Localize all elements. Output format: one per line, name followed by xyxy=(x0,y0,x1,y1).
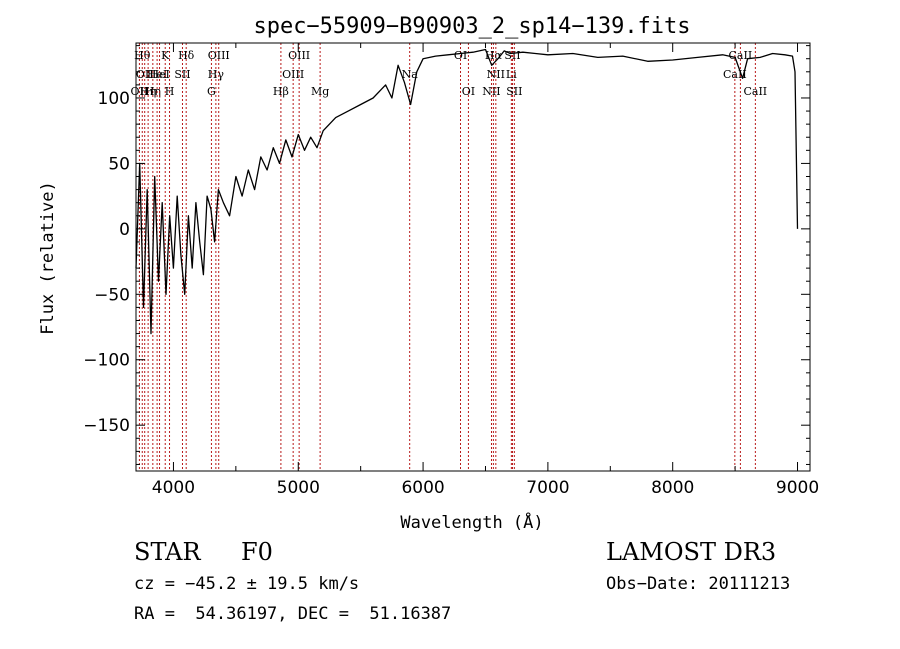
spectral-line-label: OIII xyxy=(288,49,310,62)
y-tick-label: −50 xyxy=(94,285,130,305)
spectral-line-label: HeI xyxy=(147,68,167,81)
x-tick-label: 5000 xyxy=(277,478,320,498)
y-axis-label: Flux (relative) xyxy=(38,181,58,335)
spectral-line-label: OI xyxy=(454,49,467,62)
x-tick-label: 9000 xyxy=(776,478,819,498)
object-class: STAR xyxy=(134,538,201,566)
series-group xyxy=(135,48,799,335)
line-markers: OIIHθOIIHηHηHeIHeIKHSIIHδGHγOIIIHβOIIIOI… xyxy=(131,43,767,471)
survey-name: LAMOST DR3 xyxy=(606,538,777,566)
x-tick-label: 7000 xyxy=(526,478,569,498)
spectral-line-label: G xyxy=(207,85,216,98)
spectral-line-label: Na xyxy=(402,68,419,81)
spectral-line-label: CaII xyxy=(729,49,753,62)
chart-title: spec−55909−B90903_2_sp14−139.fits xyxy=(253,14,690,39)
spectral-line-label: SII xyxy=(174,68,190,81)
spectral-line-label: Hδ xyxy=(178,49,195,62)
spectral-line-label: CaII xyxy=(743,85,767,98)
object-subclass: F0 xyxy=(241,538,273,566)
spectral-line-label: HeI xyxy=(149,68,169,81)
axis-ticks: 4000 5000 6000 7000 8000 9000 −150 −100 −50 0 50 10… xyxy=(83,43,819,498)
spectral-line-label: H xyxy=(165,85,175,98)
y-tick-label: 50 xyxy=(108,154,130,174)
y-tick-label: −100 xyxy=(83,351,130,371)
spectral-line-label: Hη xyxy=(140,85,156,98)
spectral-line-label: OII xyxy=(131,85,149,98)
redshift-cz: cz = −45.2 ± 19.5 km/s xyxy=(134,574,360,594)
spectral-line-label: OIII xyxy=(208,49,230,62)
x-tick-label: 4000 xyxy=(152,478,195,498)
y-tick-label: −150 xyxy=(83,416,130,436)
spectral-line-label: SII xyxy=(504,49,520,62)
spectral-line-label: NII xyxy=(487,68,505,81)
spectral-line-label: Hγ xyxy=(208,68,225,81)
spectral-line-label: K xyxy=(161,49,170,62)
sky-coordinates: RA = 54.36197, DEC = 51.16387 xyxy=(134,604,452,624)
flux-series-line xyxy=(135,48,799,335)
spectral-line-label: OI xyxy=(462,85,475,98)
spectral-line-label: Mg xyxy=(311,85,329,98)
spectral-line-label: Hβ xyxy=(273,85,289,98)
spectral-line-label: SII xyxy=(506,85,522,98)
spectral-line-label: NII xyxy=(482,85,500,98)
y-tick-label: 0 xyxy=(119,220,130,240)
spectral-line-label: OIII xyxy=(282,68,304,81)
x-tick-label: 8000 xyxy=(651,478,694,498)
x-axis-label: Wavelength (Å) xyxy=(400,511,543,533)
plot-frame xyxy=(135,42,811,472)
x-tick-label: 6000 xyxy=(401,478,444,498)
spectral-line-label: Hη xyxy=(145,85,161,98)
y-tick-label: 100 xyxy=(98,89,130,109)
spectral-line-label: Li xyxy=(506,68,517,81)
observation-date: Obs−Date: 20111213 xyxy=(606,574,791,594)
spectral-line-label: OII xyxy=(136,68,154,81)
